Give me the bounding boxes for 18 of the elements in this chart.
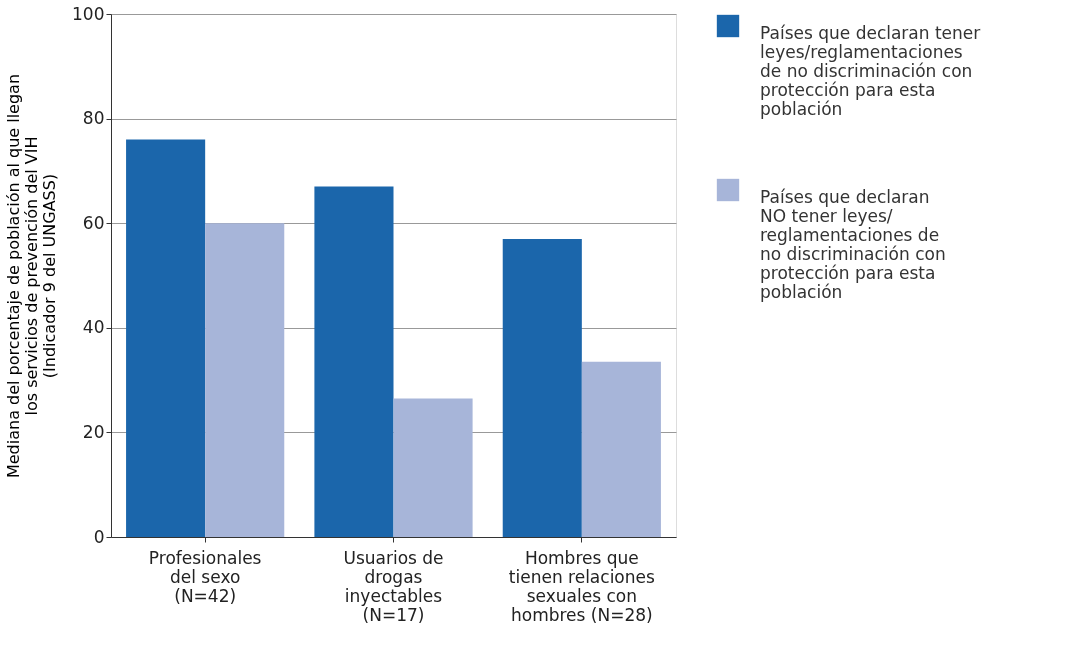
y-tick-label: 0 [93,526,105,547]
bar [126,139,206,537]
y-tick-label: 100 [72,3,105,24]
legend-label: Países que declaran tener leyes/reglamentaciones de no discriminación con protección para esta población [760,23,981,119]
y-tick-label: 60 [82,212,105,233]
bar [205,223,285,537]
y-tick-label: 80 [82,108,105,129]
y-tick-label: 40 [82,317,105,338]
bar [502,238,582,537]
bar [581,361,661,537]
x-tick-label: Usuarios de drogas inyectables (N=17) [343,547,444,625]
x-tick-label: Hombres que tienen relaciones sexuales con hombres (N=28) [508,547,655,625]
y-axis-title: Mediana del porcentaje de población al que llegan los servicios de prevención del VIH (Indicador 9 del UNGASS) [4,73,60,479]
y-tick-label: 20 [82,421,105,442]
bar [314,186,394,537]
bar [393,398,473,537]
x-tick-label: Profesionales del sexo (N=42) [148,547,262,606]
legend-label: Países que declaran NO tener leyes/ reglamentaciones de no discriminación con protección para esta población [760,187,946,302]
